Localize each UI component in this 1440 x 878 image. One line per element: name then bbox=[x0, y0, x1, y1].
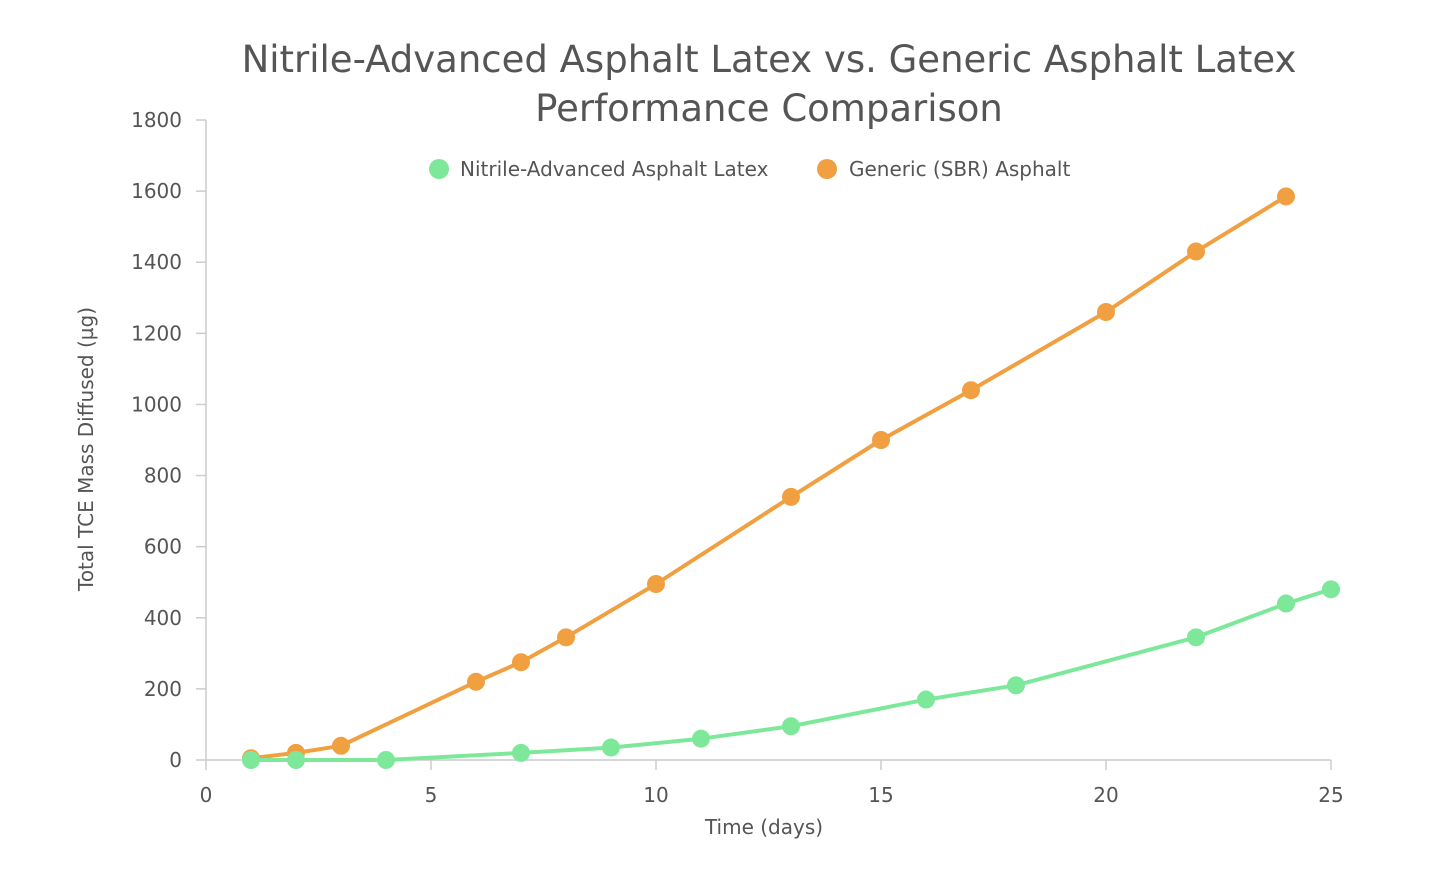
x-axis: 0 5 10 15 20 25 bbox=[200, 759, 1344, 807]
y-tick-label: 0 bbox=[169, 748, 182, 772]
legend-label-nitrile: Nitrile-Advanced Asphalt Latex bbox=[460, 157, 769, 181]
data-point-generic[interactable] bbox=[467, 672, 485, 691]
data-point-generic[interactable] bbox=[962, 381, 980, 400]
series-line-nitrile bbox=[249, 587, 1333, 762]
chart-title: Nitrile-Advanced Asphalt Latex vs. Gener… bbox=[242, 38, 1297, 130]
data-point-generic[interactable] bbox=[647, 575, 665, 593]
plot-area bbox=[242, 187, 1340, 769]
series-nitrile bbox=[242, 580, 1340, 769]
data-point-generic[interactable] bbox=[782, 487, 800, 506]
y-tick-label: 1200 bbox=[131, 321, 182, 345]
y-tick-label: 800 bbox=[144, 464, 182, 488]
y-axis-ticks: 0 200 400 600 800 1000 1200 1400 1600 1800 bbox=[131, 108, 206, 772]
y-tick-label: 400 bbox=[144, 606, 182, 630]
data-point-generic[interactable] bbox=[872, 431, 890, 449]
legend-marker-nitrile bbox=[429, 159, 449, 179]
data-point-generic[interactable] bbox=[1277, 187, 1295, 206]
data-point-generic[interactable] bbox=[557, 628, 575, 647]
x-tick-label: 0 bbox=[200, 783, 213, 807]
data-point-nitrile[interactable] bbox=[512, 743, 530, 762]
x-tick-label: 20 bbox=[1093, 783, 1118, 807]
y-tick-label: 1400 bbox=[131, 250, 182, 274]
data-point-generic[interactable] bbox=[512, 653, 530, 672]
series-generic bbox=[242, 187, 1295, 768]
y-tick-label: 1000 bbox=[131, 392, 182, 416]
data-point-nitrile[interactable] bbox=[1277, 594, 1295, 613]
y-tick-label: 1800 bbox=[131, 108, 182, 132]
legend-label-generic: Generic (SBR) Asphalt bbox=[849, 157, 1070, 181]
series-line-generic bbox=[249, 194, 1288, 761]
data-point-nitrile[interactable] bbox=[692, 729, 710, 748]
legend-marker-generic bbox=[817, 159, 837, 179]
x-tick-label: 10 bbox=[643, 783, 668, 807]
x-tick-label: 5 bbox=[425, 783, 438, 807]
legend-item-nitrile[interactable]: Nitrile-Advanced Asphalt Latex bbox=[429, 157, 769, 181]
data-point-nitrile[interactable] bbox=[602, 738, 620, 757]
x-tick-label: 25 bbox=[1318, 783, 1343, 807]
data-point-generic[interactable] bbox=[1097, 303, 1115, 321]
chart-title-line-1: Nitrile-Advanced Asphalt Latex vs. Gener… bbox=[242, 38, 1297, 81]
legend: Nitrile-Advanced Asphalt Latex Generic (… bbox=[429, 157, 1070, 181]
data-point-generic[interactable] bbox=[332, 736, 350, 755]
x-tick-label: 15 bbox=[868, 783, 893, 807]
x-axis-label: Time (days) bbox=[704, 815, 823, 839]
x-axis-ticks: 0 5 10 15 20 25 bbox=[200, 760, 1344, 807]
data-point-nitrile[interactable] bbox=[287, 751, 305, 769]
data-point-nitrile[interactable] bbox=[242, 751, 260, 769]
data-point-generic[interactable] bbox=[1187, 242, 1205, 261]
data-point-nitrile[interactable] bbox=[782, 717, 800, 736]
data-point-nitrile[interactable] bbox=[1187, 628, 1205, 647]
legend-item-generic[interactable]: Generic (SBR) Asphalt bbox=[817, 157, 1070, 181]
y-axis: 0 200 400 600 800 1000 1200 1400 1600 1800 bbox=[131, 108, 207, 772]
data-point-nitrile[interactable] bbox=[1007, 676, 1025, 695]
chart-title-line-2: Performance Comparison bbox=[535, 87, 1003, 130]
y-axis-label: Total TCE Mass Diffused (µg) bbox=[74, 307, 98, 592]
y-tick-label: 200 bbox=[144, 677, 182, 701]
y-tick-label: 1600 bbox=[131, 179, 182, 203]
data-point-nitrile[interactable] bbox=[917, 690, 935, 709]
data-point-nitrile[interactable] bbox=[1322, 580, 1340, 599]
y-tick-label: 600 bbox=[144, 535, 182, 559]
data-point-nitrile[interactable] bbox=[377, 751, 395, 769]
